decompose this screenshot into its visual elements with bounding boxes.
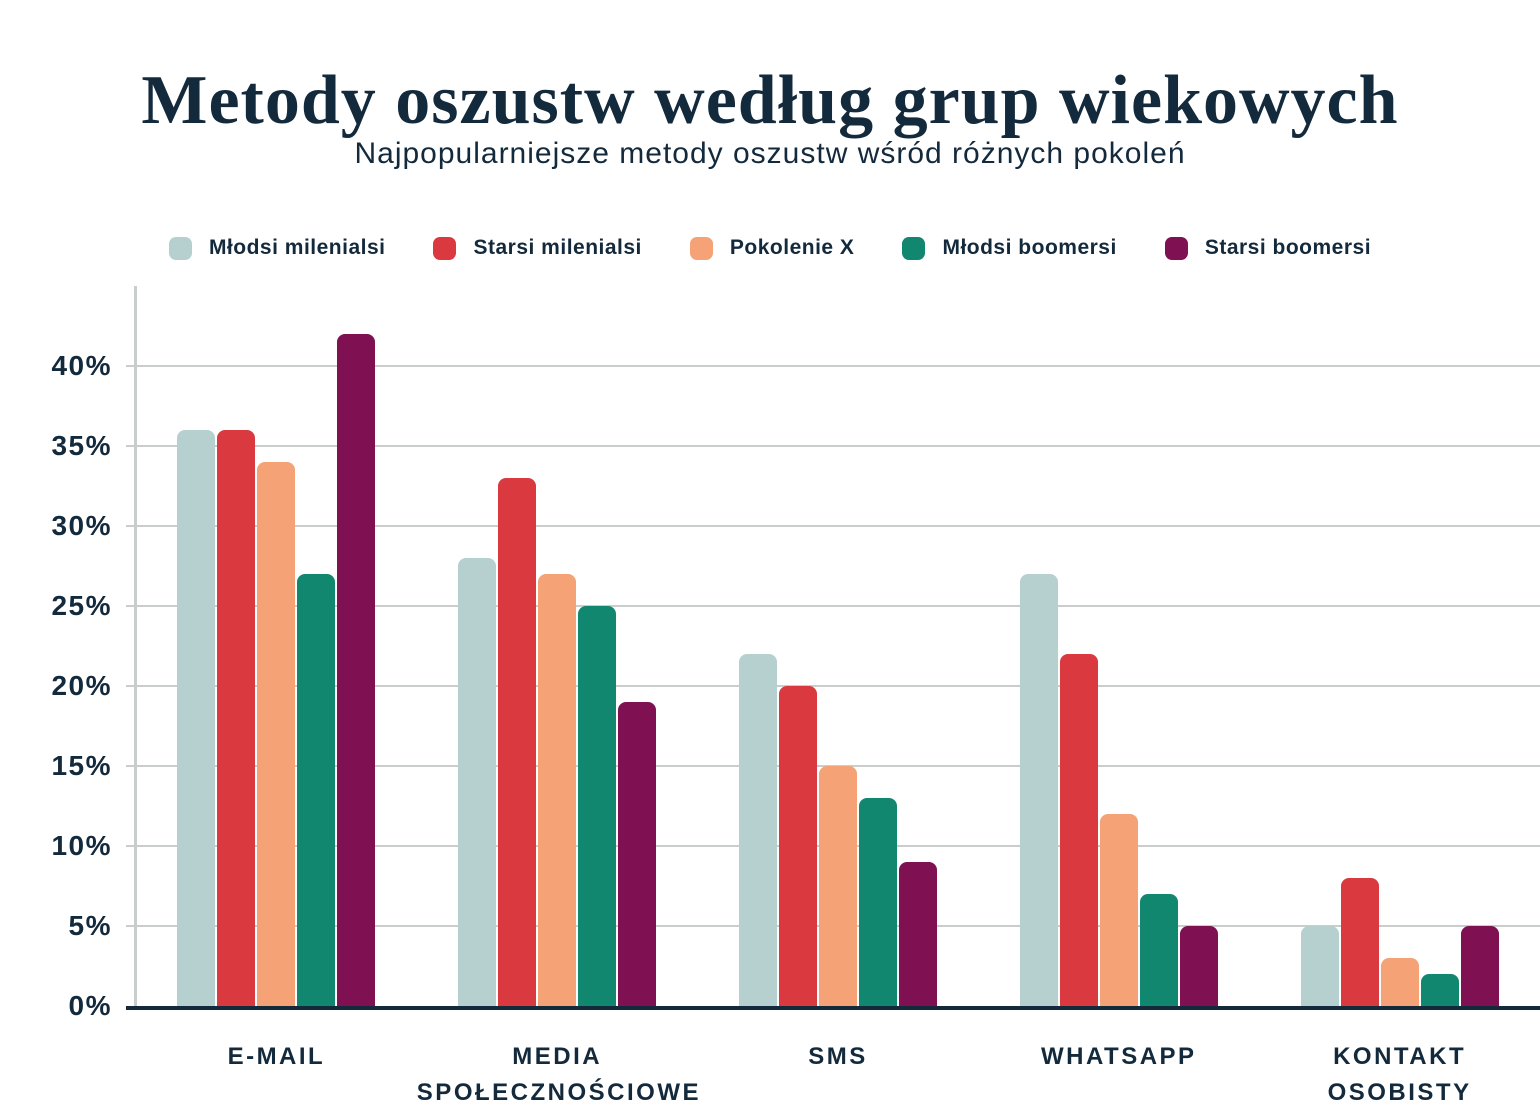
legend-swatch-icon — [902, 236, 926, 260]
legend-item: Starsi milenialsi — [433, 236, 641, 260]
y-axis-tick-label: 10% — [51, 830, 112, 861]
bar — [498, 478, 537, 1006]
bar — [1099, 814, 1138, 1006]
bar — [1380, 958, 1419, 1006]
bar — [1139, 894, 1178, 1006]
y-axis-tick-label: 25% — [51, 590, 112, 621]
x-axis-category-label: MEDIA SPOŁECZNOŚCIOWE — [416, 1043, 701, 1106]
bar — [1420, 974, 1459, 1006]
legend-label: Młodsi boomersi — [942, 236, 1117, 259]
legend-label: Starsi milenialsi — [473, 236, 642, 259]
bar — [1019, 574, 1058, 1006]
bar — [899, 862, 937, 1006]
gridline — [126, 365, 1540, 367]
bar — [538, 574, 577, 1006]
legend-item: Młodsi milenialsi — [168, 236, 386, 260]
y-axis-tick-label: 40% — [51, 350, 112, 381]
chart-subtitle: Najpopularniejsze metody oszustw wśród r… — [354, 137, 1186, 170]
bar — [779, 686, 817, 1006]
bar — [217, 430, 256, 1006]
bar — [859, 798, 897, 1006]
legend-label: Pokolenie X — [729, 236, 855, 259]
x-axis-line — [126, 1006, 1540, 1010]
legend-label: Młodsi milenialsi — [208, 236, 386, 259]
y-axis-tick-label: 30% — [51, 510, 112, 541]
y-axis-tick-label: 5% — [68, 910, 112, 941]
x-axis-category-label: E-MAIL — [227, 1043, 326, 1070]
bar — [1300, 926, 1339, 1006]
bar — [1059, 654, 1098, 1006]
x-axis-category-label: KONTAKT OSOBISTY — [1327, 1043, 1472, 1106]
gridline — [126, 525, 1540, 527]
bar — [618, 702, 657, 1006]
x-axis-category-label: SMS — [808, 1043, 868, 1070]
legend-label: Starsi boomersi — [1204, 236, 1372, 259]
legend-item: Młodsi boomersi — [902, 236, 1116, 260]
legend-swatch-icon — [689, 236, 713, 260]
bar — [337, 334, 376, 1006]
y-axis-line — [134, 286, 137, 1008]
chart-title: Metody oszustw według grup wiekowych — [141, 61, 1399, 139]
y-axis-tick-label: 0% — [68, 990, 112, 1021]
bar — [1340, 878, 1379, 1006]
legend-swatch-icon — [1164, 236, 1188, 260]
legend: Młodsi milenialsi Starsi milenialsi Pokole… — [0, 236, 1540, 260]
bar — [1179, 926, 1218, 1006]
bar — [819, 766, 857, 1006]
y-axis-tick-label: 35% — [51, 430, 112, 461]
gridline — [126, 605, 1540, 607]
y-axis-tick-label: 20% — [51, 670, 112, 701]
legend-swatch-icon — [168, 236, 192, 260]
y-axis-tick-label: 15% — [51, 750, 112, 781]
bar — [1460, 926, 1499, 1006]
legend-swatch-icon — [433, 236, 457, 260]
bar — [458, 558, 497, 1006]
x-axis-category-label: WHATSAPP — [1041, 1043, 1197, 1070]
legend-item: Pokolenie X — [689, 236, 855, 260]
bar — [578, 606, 617, 1006]
bar — [257, 462, 296, 1006]
gridline — [126, 685, 1540, 687]
gridline — [126, 445, 1540, 447]
bar — [297, 574, 336, 1006]
bar — [177, 430, 216, 1006]
bar — [739, 654, 777, 1006]
legend-item: Starsi boomersi — [1164, 236, 1372, 260]
